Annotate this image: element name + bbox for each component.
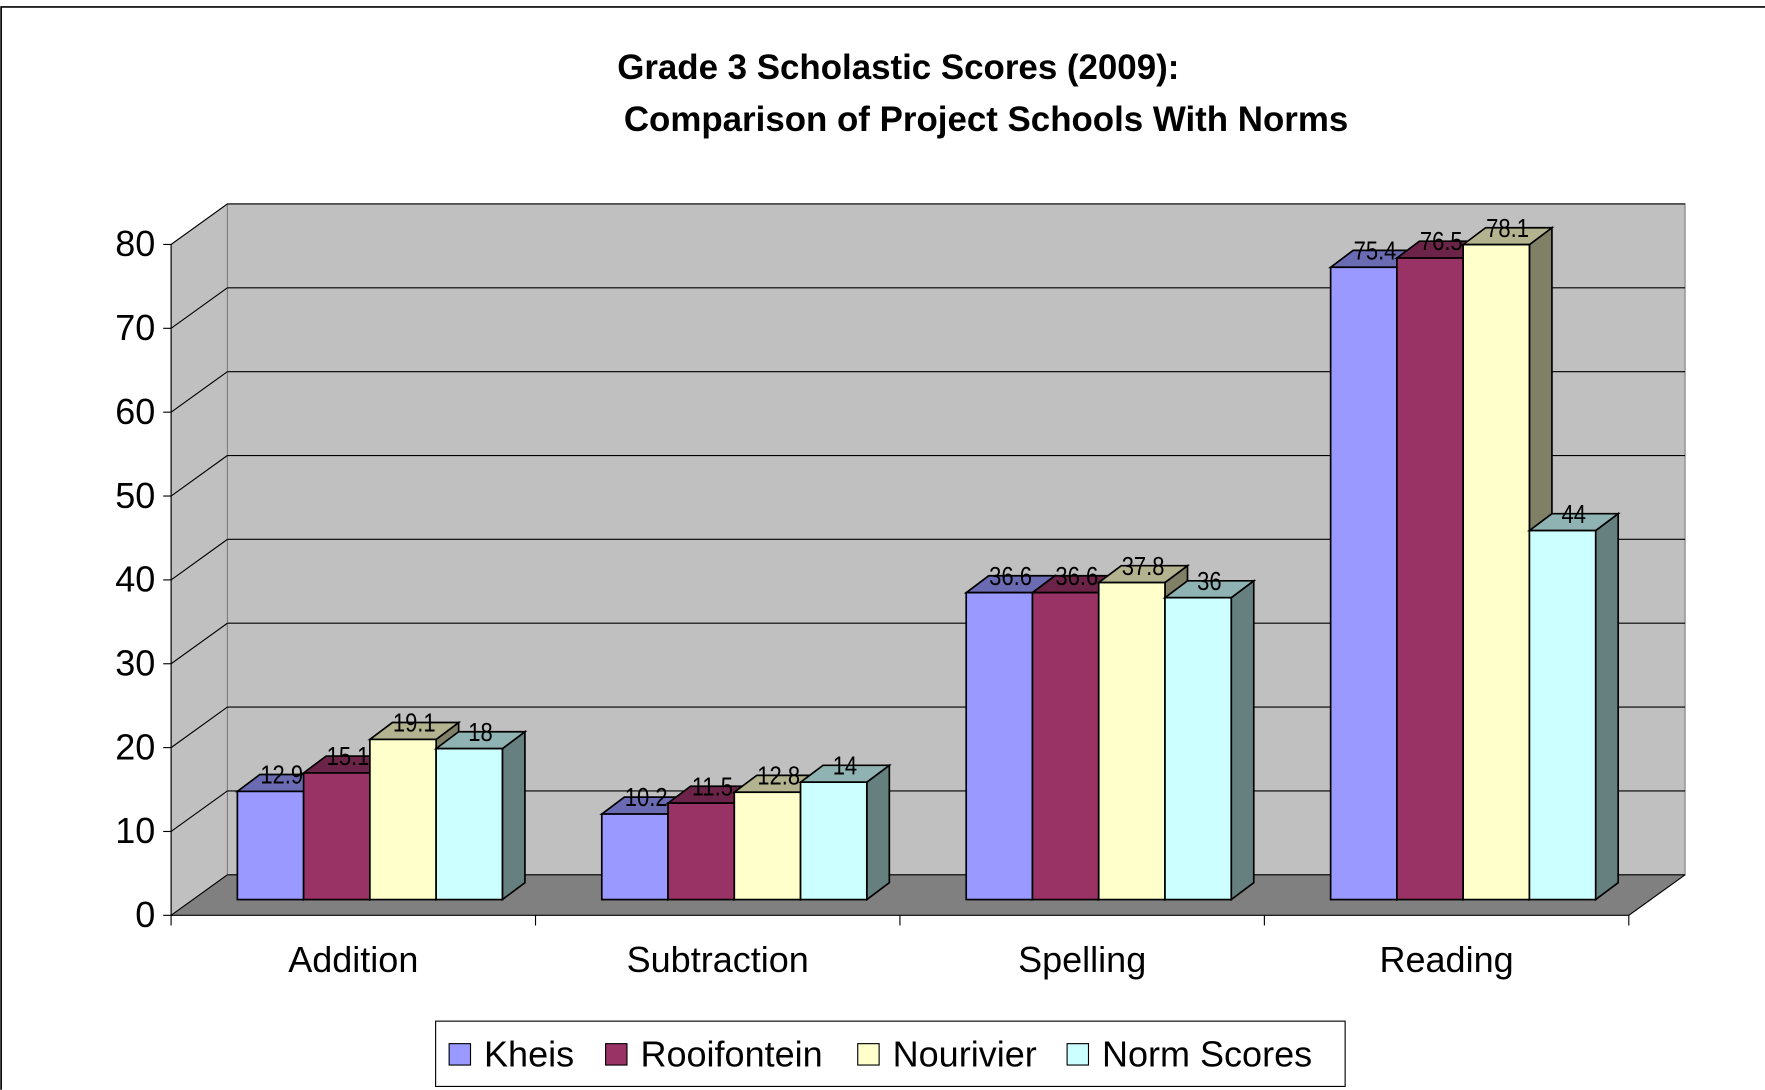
grid-line — [170, 874, 228, 916]
y-tick-label: 50 — [115, 475, 155, 516]
bar — [369, 738, 437, 901]
legend-swatch — [605, 1043, 628, 1066]
x-axis-depth — [1628, 874, 1686, 916]
data-label: 15.1 — [327, 743, 370, 772]
data-label: 12.9 — [260, 761, 303, 790]
grid-line — [170, 622, 228, 665]
legend-label: Rooifontein — [640, 1034, 822, 1075]
grid-line — [170, 538, 228, 581]
data-label: 10.2 — [625, 784, 668, 813]
y-tick-label: 10 — [115, 810, 155, 851]
y-tick-label: 70 — [115, 307, 155, 348]
legend-label: Kheis — [484, 1034, 574, 1075]
bar — [1097, 581, 1166, 901]
data-label: 75.4 — [1354, 237, 1397, 266]
data-label: 36 — [1197, 567, 1221, 596]
data-label: 76.5 — [1420, 228, 1463, 257]
x-tick-label: Spelling — [1018, 939, 1146, 980]
bar — [1528, 529, 1597, 901]
data-label: 36.6 — [989, 562, 1032, 591]
bar — [600, 813, 669, 901]
bar — [435, 747, 504, 901]
legend-swatch — [857, 1043, 880, 1066]
grid-line — [170, 371, 228, 413]
data-label: 78.1 — [1486, 214, 1529, 243]
grid-line — [170, 790, 228, 832]
y-tick-label: 30 — [115, 643, 155, 684]
bar — [302, 772, 371, 901]
y-tick-label: 60 — [115, 391, 155, 432]
bar-side — [501, 730, 526, 902]
legend-label: Nourivier — [893, 1034, 1037, 1075]
data-label: 44 — [1562, 500, 1586, 529]
data-label: 37.8 — [1122, 552, 1165, 581]
data-label: 14 — [833, 752, 857, 781]
bar — [1462, 243, 1531, 901]
x-tick-label: Addition — [288, 939, 418, 980]
data-label: 18 — [468, 718, 492, 747]
x-tick-label: Reading — [1379, 939, 1513, 980]
chart-title: Grade 3 Scholastic Scores (2009): — [617, 48, 1179, 87]
bar-side — [1230, 579, 1255, 902]
bar — [733, 791, 802, 901]
bar — [667, 802, 736, 901]
bar — [799, 781, 868, 901]
data-label: 12.8 — [757, 762, 800, 791]
frame — [0, 6, 1765, 1090]
bar-side — [1594, 512, 1620, 902]
y-tick-label: 20 — [115, 726, 155, 767]
grid-line — [170, 287, 228, 329]
bar — [1396, 257, 1464, 901]
chart-title: Comparison of Project Schools With Norms — [624, 100, 1348, 139]
bar — [965, 591, 1034, 901]
data-label: 11.5 — [692, 773, 733, 802]
legend-label: Norm Scores — [1102, 1034, 1312, 1075]
legend-swatch — [1066, 1043, 1090, 1066]
legend — [435, 1020, 1346, 1087]
y-tick-label: 80 — [115, 223, 155, 264]
bar — [1329, 266, 1398, 901]
bar — [1031, 591, 1100, 901]
bar — [236, 790, 305, 901]
grid-line — [170, 455, 228, 497]
grid-line — [170, 203, 228, 245]
data-label: 36.6 — [1055, 562, 1098, 591]
y-tick-label: 0 — [135, 894, 155, 935]
floor — [171, 874, 1686, 916]
data-label: 19.1 — [393, 709, 436, 738]
grid-line — [170, 706, 228, 749]
bar — [1164, 596, 1233, 901]
y-tick-label: 40 — [115, 559, 155, 600]
legend-swatch — [448, 1043, 472, 1066]
bar-side — [865, 763, 891, 902]
x-tick-label: Subtraction — [627, 939, 809, 980]
